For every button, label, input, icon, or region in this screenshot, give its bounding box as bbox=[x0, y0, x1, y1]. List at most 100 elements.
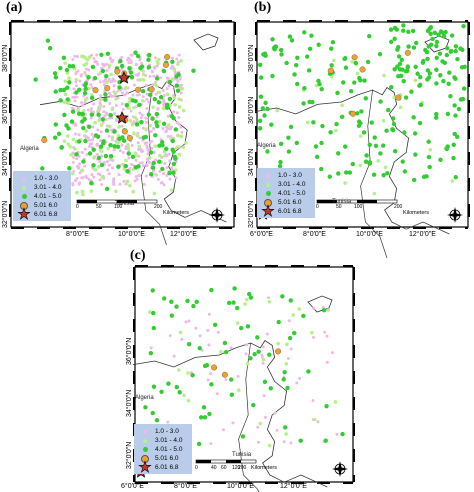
event-dot bbox=[311, 335, 315, 339]
event-dot bbox=[391, 116, 396, 121]
event-dot bbox=[168, 177, 172, 181]
event-dot bbox=[120, 143, 124, 147]
event-dot bbox=[164, 129, 168, 133]
event-dot bbox=[361, 130, 367, 135]
frame-tick bbox=[193, 227, 206, 229]
event-dot bbox=[280, 294, 285, 299]
event-dot bbox=[219, 350, 223, 354]
scale-number: 100 bbox=[114, 204, 123, 210]
event-dot bbox=[89, 83, 93, 87]
event-dot bbox=[86, 75, 91, 80]
frame-tick bbox=[167, 227, 180, 229]
event-dot bbox=[82, 91, 88, 96]
event-dot bbox=[105, 51, 111, 57]
frame-tick bbox=[317, 482, 330, 484]
event-dot bbox=[245, 361, 250, 366]
event-dot bbox=[434, 55, 439, 61]
event-dot bbox=[103, 77, 107, 81]
event-dot bbox=[73, 99, 77, 103]
event-dot bbox=[58, 98, 63, 103]
event-dot bbox=[141, 164, 145, 168]
event-dot bbox=[41, 137, 48, 144]
sicily-outline bbox=[307, 295, 333, 313]
event-dot bbox=[74, 152, 79, 157]
event-dot bbox=[167, 170, 172, 176]
event-dot bbox=[167, 152, 171, 156]
frame-tick bbox=[115, 227, 128, 229]
event-dot bbox=[256, 349, 261, 354]
event-dot bbox=[179, 59, 183, 63]
event-dot bbox=[167, 123, 171, 127]
event-dot bbox=[90, 64, 96, 70]
event-dot bbox=[252, 351, 257, 357]
legend-dot-icon bbox=[143, 429, 147, 434]
event-dot bbox=[119, 63, 125, 69]
event-dot bbox=[202, 415, 208, 420]
event-dot bbox=[377, 51, 383, 57]
event-dot bbox=[126, 135, 133, 142]
frame-tick bbox=[468, 204, 470, 217]
event-dot bbox=[86, 108, 90, 112]
frame-tick bbox=[234, 48, 236, 61]
frame-tick bbox=[255, 48, 257, 61]
event-dot bbox=[90, 138, 94, 142]
event-dot bbox=[58, 65, 63, 71]
frame-tick bbox=[353, 397, 355, 410]
frame-tick bbox=[9, 152, 11, 165]
event-dot bbox=[309, 33, 314, 38]
event-dot bbox=[89, 180, 94, 186]
event-dot bbox=[74, 132, 78, 136]
event-dot bbox=[428, 148, 433, 152]
event-dot bbox=[426, 154, 432, 160]
event-dot bbox=[450, 179, 455, 183]
event-dot bbox=[350, 161, 355, 167]
event-dot bbox=[323, 330, 327, 334]
event-dot bbox=[209, 287, 214, 293]
lon-label: 12°0'0"E bbox=[170, 231, 197, 238]
frame-tick bbox=[63, 20, 76, 22]
event-dot bbox=[160, 181, 164, 185]
event-dot bbox=[141, 77, 146, 82]
event-dot bbox=[150, 139, 154, 143]
event-dot bbox=[154, 111, 160, 117]
event-dot bbox=[114, 68, 121, 75]
event-dot bbox=[80, 54, 84, 59]
event-dot bbox=[99, 130, 103, 134]
event-dot bbox=[68, 145, 72, 149]
event-dot bbox=[154, 76, 160, 81]
event-dot bbox=[336, 151, 341, 156]
event-dot bbox=[421, 58, 426, 64]
event-dot bbox=[438, 157, 443, 163]
event-dot bbox=[169, 66, 173, 70]
scale-number: 40 bbox=[211, 465, 217, 471]
event-dot bbox=[316, 420, 320, 424]
event-dot bbox=[65, 71, 70, 75]
event-dot bbox=[298, 438, 303, 443]
scale-bar-segment bbox=[196, 460, 211, 463]
event-dot bbox=[295, 381, 299, 385]
frame-tick bbox=[468, 152, 470, 165]
lon-label: 8°0'0"E bbox=[66, 231, 89, 238]
event-dot bbox=[176, 62, 180, 66]
scale-number: 50 bbox=[336, 204, 342, 210]
event-dot bbox=[174, 176, 178, 180]
event-dot bbox=[291, 313, 296, 317]
star-icon bbox=[117, 70, 131, 84]
frame-tick bbox=[439, 227, 452, 229]
legend-label: 1.0 - 3.0 bbox=[155, 428, 179, 435]
frame-tick bbox=[465, 227, 468, 229]
event-dot bbox=[294, 81, 300, 87]
event-dot bbox=[150, 410, 155, 416]
event-dot bbox=[186, 371, 190, 375]
event-dot bbox=[66, 101, 70, 105]
event-dot bbox=[316, 78, 321, 84]
event-dot bbox=[232, 286, 237, 291]
event-dot bbox=[229, 346, 233, 350]
star-icon bbox=[115, 110, 129, 124]
panel-letter-b: (b) bbox=[254, 0, 272, 15]
event-dot bbox=[99, 139, 103, 143]
event-dot bbox=[127, 106, 131, 110]
event-dot bbox=[140, 89, 146, 94]
event-dot bbox=[93, 168, 98, 172]
event-dot bbox=[178, 77, 182, 81]
